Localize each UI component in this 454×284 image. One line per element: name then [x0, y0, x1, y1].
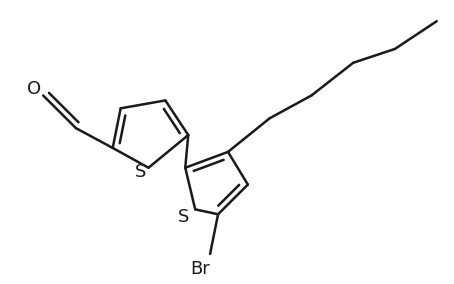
Text: O: O [27, 80, 41, 97]
Text: S: S [135, 163, 146, 181]
Text: S: S [178, 208, 189, 226]
Text: Br: Br [190, 260, 210, 278]
